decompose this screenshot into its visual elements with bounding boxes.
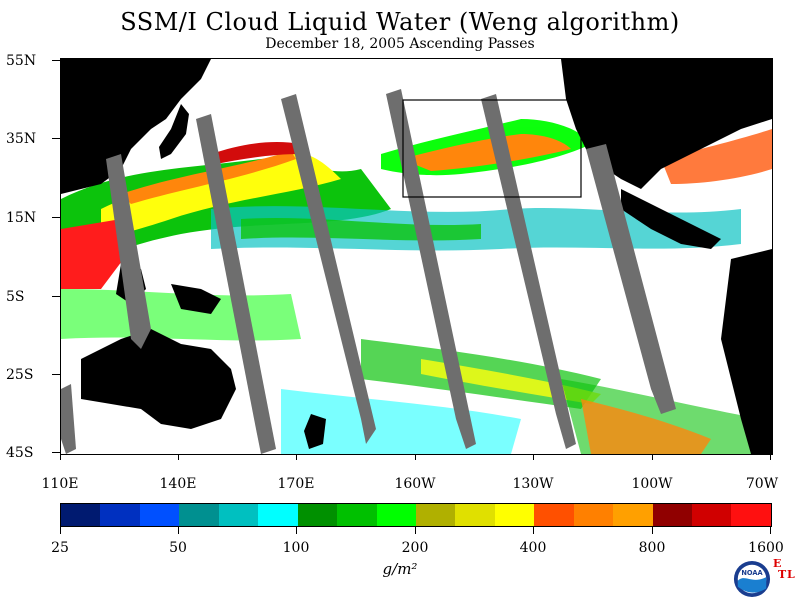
- color-scale-bar: [60, 503, 772, 527]
- lon-tick: [415, 454, 416, 460]
- lat-tick: [52, 60, 60, 61]
- lat-label-5s: 5S: [6, 289, 25, 305]
- color-scale-cell: [61, 504, 101, 526]
- map-title: SSM/I Cloud Liquid Water (Weng algorithm…: [120, 8, 680, 36]
- etl-letter-e: E: [773, 557, 782, 570]
- land-layer: [61, 59, 772, 454]
- lat-tick: [52, 374, 60, 375]
- color-scale-cell: [494, 504, 535, 526]
- scale-label-25: 25: [51, 540, 69, 556]
- color-scale-cell: [573, 504, 614, 526]
- lon-label-70w: 70W: [745, 476, 779, 492]
- scale-tick: [770, 526, 771, 534]
- scale-label-1600: 1600: [748, 540, 784, 556]
- color-scale-cell: [455, 504, 495, 526]
- color-scale-cell: [613, 504, 653, 526]
- color-scale-cell: [139, 504, 180, 526]
- color-scale-cell: [415, 504, 456, 526]
- lat-label-35n: 35N: [6, 131, 37, 147]
- lon-label-130w: 130W: [512, 476, 554, 492]
- noaa-logo-text: NOAA: [741, 569, 763, 577]
- etl-letter-l: L: [787, 568, 795, 581]
- scale-tick: [296, 526, 297, 534]
- lon-tick: [533, 454, 534, 460]
- lon-label-140e: 140E: [159, 476, 197, 492]
- lat-tick: [52, 452, 60, 453]
- no-data-swaths: [61, 89, 676, 454]
- lat-label-15n: 15N: [6, 210, 37, 226]
- map-subtitle: December 18, 2005 Ascending Passes: [265, 36, 535, 52]
- highlight-box: [402, 99, 582, 198]
- noaa-logo-icon: NOAA: [733, 560, 771, 598]
- scale-label-800: 800: [638, 540, 666, 556]
- lon-tick: [178, 454, 179, 460]
- lon-tick: [770, 454, 771, 460]
- cloud-water-map: [60, 58, 773, 455]
- color-scale-cell: [337, 504, 377, 526]
- lon-tick: [652, 454, 653, 460]
- color-scale-cell: [100, 504, 140, 526]
- scale-label-50: 50: [169, 540, 187, 556]
- color-scale-cell: [692, 504, 732, 526]
- etl-logo: E T L: [773, 558, 795, 580]
- lon-label-100w: 100W: [631, 476, 673, 492]
- scale-tick: [60, 526, 61, 534]
- color-scale-cell: [297, 504, 338, 526]
- scale-label-200: 200: [401, 540, 429, 556]
- color-scale-cell: [534, 504, 574, 526]
- color-scale-cell: [258, 504, 298, 526]
- units-label: g/m²: [382, 560, 418, 578]
- lat-tick: [52, 296, 60, 297]
- map-graphic: [61, 59, 772, 454]
- lon-label-160w: 160W: [394, 476, 436, 492]
- scale-label-100: 100: [282, 540, 310, 556]
- color-scale-cell: [179, 504, 219, 526]
- scale-label-400: 400: [519, 540, 547, 556]
- lat-tick: [52, 138, 60, 139]
- lon-label-110e: 110E: [41, 476, 79, 492]
- lat-tick: [52, 217, 60, 218]
- scale-tick: [533, 526, 534, 534]
- scale-tick: [415, 526, 416, 534]
- color-scale-cell: [652, 504, 692, 526]
- scale-tick: [178, 526, 179, 534]
- color-scale-cell: [218, 504, 259, 526]
- scale-tick: [652, 526, 653, 534]
- color-scale-cell: [376, 504, 416, 526]
- lat-label-45s: 45S: [6, 445, 34, 461]
- color-scale-cell: [731, 504, 771, 526]
- lon-label-170e: 170E: [277, 476, 315, 492]
- lon-tick: [296, 454, 297, 460]
- lon-tick: [60, 454, 61, 460]
- lat-label-55n: 55N: [6, 53, 37, 69]
- etl-letter-t: T: [778, 568, 787, 581]
- lat-label-25s: 25S: [6, 367, 34, 383]
